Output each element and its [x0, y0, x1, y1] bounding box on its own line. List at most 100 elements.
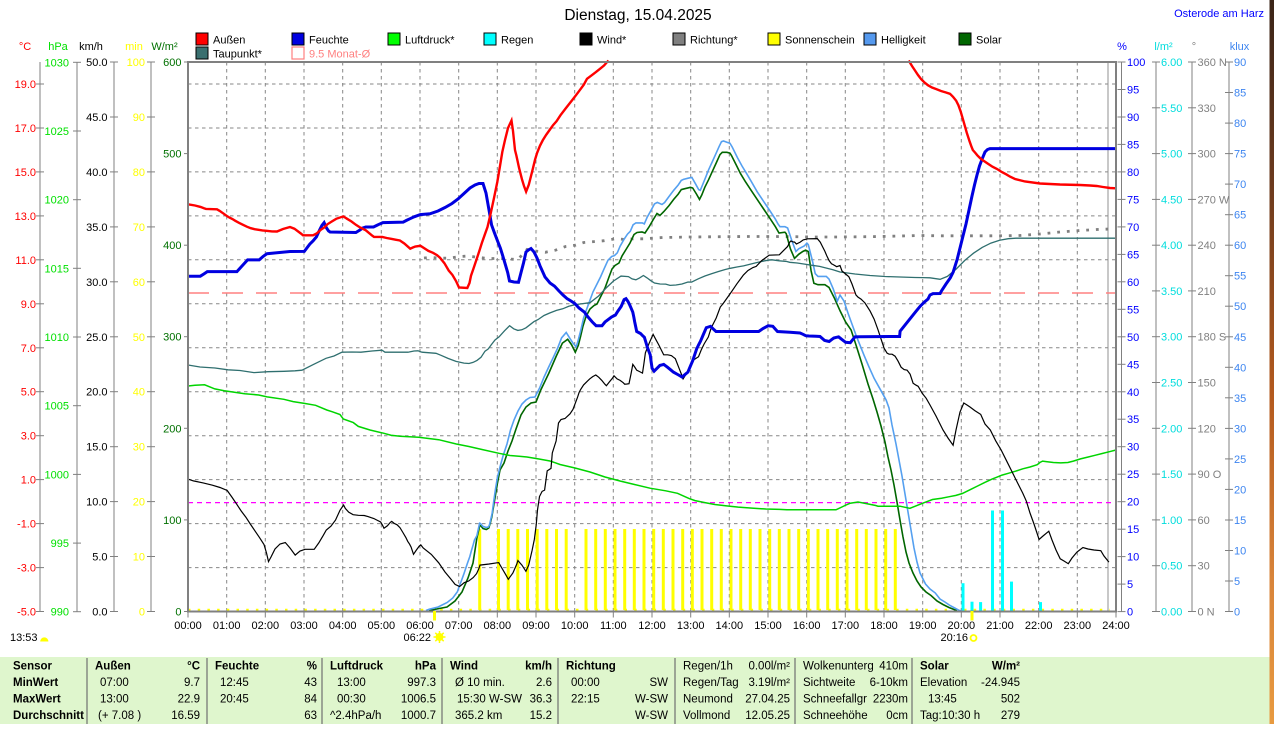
svg-text:18:00: 18:00 [870, 620, 898, 632]
svg-text:35: 35 [1234, 393, 1246, 405]
svg-text:45: 45 [1234, 332, 1246, 344]
svg-text:150: 150 [1198, 378, 1216, 390]
svg-text:5.00: 5.00 [1161, 149, 1182, 161]
svg-text:2230m: 2230m [873, 694, 908, 706]
svg-text:3.50: 3.50 [1161, 286, 1182, 298]
svg-text:MinWert: MinWert [13, 677, 58, 689]
svg-text:3.19l/m²: 3.19l/m² [748, 677, 790, 689]
svg-text:1000.7: 1000.7 [401, 710, 436, 722]
svg-text:1000: 1000 [45, 469, 69, 481]
svg-text:Luftdruck*: Luftdruck* [405, 35, 455, 47]
svg-text:300: 300 [1198, 149, 1216, 161]
svg-text:Neumond: Neumond [683, 694, 733, 706]
svg-text:35: 35 [1127, 414, 1139, 426]
svg-text:Sichtweite: Sichtweite [803, 677, 855, 689]
svg-text:70: 70 [1234, 179, 1246, 191]
svg-text:Tag:10:30 h: Tag:10:30 h [920, 710, 980, 722]
svg-text:°C: °C [187, 661, 200, 673]
svg-text:0cm: 0cm [886, 710, 908, 722]
svg-text:(+ 7.08 ): (+ 7.08 ) [98, 710, 141, 722]
svg-text:995: 995 [51, 538, 69, 550]
svg-text:21:00: 21:00 [986, 620, 1014, 632]
svg-text:43: 43 [304, 677, 317, 689]
svg-text:4.50: 4.50 [1161, 194, 1182, 206]
svg-text:02:00: 02:00 [252, 620, 280, 632]
svg-text:75: 75 [1127, 194, 1139, 206]
svg-text:30: 30 [1234, 423, 1246, 435]
svg-text:Sensor: Sensor [13, 661, 53, 673]
svg-text:1020: 1020 [45, 195, 69, 207]
svg-text:Regen/1h: Regen/1h [683, 661, 733, 673]
svg-text:2.6: 2.6 [536, 677, 552, 689]
svg-text:W/m²: W/m² [151, 41, 178, 53]
svg-text:15:00: 15:00 [754, 620, 782, 632]
svg-text:10.0: 10.0 [86, 497, 107, 509]
svg-text:5: 5 [1127, 579, 1133, 591]
svg-text:Sonnenschein: Sonnenschein [785, 35, 855, 47]
svg-text:80: 80 [133, 167, 145, 179]
svg-text:1030: 1030 [45, 57, 69, 69]
svg-text:11:00: 11:00 [600, 620, 627, 632]
svg-text:00:00: 00:00 [571, 677, 600, 689]
svg-text:0: 0 [139, 607, 145, 619]
svg-text:1025: 1025 [45, 126, 69, 138]
svg-text:0 N: 0 N [1198, 607, 1215, 619]
svg-text:-3.0: -3.0 [17, 563, 36, 575]
svg-text:50: 50 [1234, 301, 1246, 313]
svg-text:60: 60 [1127, 277, 1139, 289]
svg-text:4.00: 4.00 [1161, 240, 1182, 252]
svg-text:240: 240 [1198, 240, 1216, 252]
svg-text:Elevation: Elevation [920, 677, 967, 689]
svg-text:1006.5: 1006.5 [401, 694, 436, 706]
svg-text:40: 40 [133, 387, 145, 399]
svg-text:55: 55 [1127, 304, 1139, 316]
svg-text:l/m²: l/m² [1154, 41, 1173, 53]
svg-text:12:00: 12:00 [638, 620, 666, 632]
svg-text:14:00: 14:00 [716, 620, 744, 632]
svg-text:502: 502 [1001, 694, 1020, 706]
svg-text:Durchschnitt: Durchschnitt [13, 710, 84, 722]
svg-text:09:00: 09:00 [522, 620, 550, 632]
svg-text:24:00: 24:00 [1102, 620, 1130, 632]
svg-text:Schneehöhe: Schneehöhe [803, 710, 868, 722]
svg-text:23:00: 23:00 [1064, 620, 1092, 632]
svg-text:120: 120 [1198, 423, 1216, 435]
svg-text:08:00: 08:00 [484, 620, 512, 632]
svg-text:16.59: 16.59 [171, 710, 200, 722]
svg-text:90: 90 [1127, 112, 1139, 124]
svg-text:13:00: 13:00 [677, 620, 705, 632]
svg-text:90: 90 [133, 112, 145, 124]
svg-text:0.00l/m²: 0.00l/m² [748, 661, 790, 673]
svg-text:0: 0 [1234, 607, 1240, 619]
svg-text:0.50: 0.50 [1161, 561, 1182, 573]
svg-text:40: 40 [1127, 387, 1139, 399]
svg-text:22:15: 22:15 [571, 694, 600, 706]
svg-text:9.7: 9.7 [184, 677, 200, 689]
svg-text:W-SW: W-SW [635, 710, 668, 722]
svg-text:25.0: 25.0 [86, 332, 107, 344]
svg-text:90: 90 [1234, 57, 1246, 69]
svg-text:600: 600 [163, 57, 181, 69]
svg-text:°C: °C [19, 41, 31, 53]
svg-text:85: 85 [1234, 88, 1246, 100]
svg-text:65: 65 [1234, 210, 1246, 222]
svg-text:25: 25 [1127, 469, 1139, 481]
svg-text:Luftdruck: Luftdruck [330, 661, 384, 673]
svg-text:13.0: 13.0 [15, 211, 36, 223]
svg-text:Feuchte: Feuchte [309, 35, 349, 47]
svg-text:%: % [1117, 41, 1127, 53]
svg-text:hPa: hPa [415, 661, 437, 673]
svg-text:60: 60 [1234, 240, 1246, 252]
svg-text:MaxWert: MaxWert [13, 694, 61, 706]
svg-text:klux: klux [1230, 41, 1250, 53]
svg-text:80: 80 [1234, 118, 1246, 130]
svg-text:-24.945: -24.945 [981, 677, 1020, 689]
svg-text:5: 5 [1234, 576, 1240, 588]
svg-text:400: 400 [163, 240, 181, 252]
svg-text:180 S: 180 S [1198, 332, 1227, 344]
svg-text:22:00: 22:00 [1025, 620, 1053, 632]
svg-text:0.00: 0.00 [1161, 607, 1182, 619]
svg-text:Richtung*: Richtung* [690, 35, 738, 47]
svg-text:210: 210 [1198, 286, 1216, 298]
svg-text:13:53: 13:53 [10, 632, 38, 644]
